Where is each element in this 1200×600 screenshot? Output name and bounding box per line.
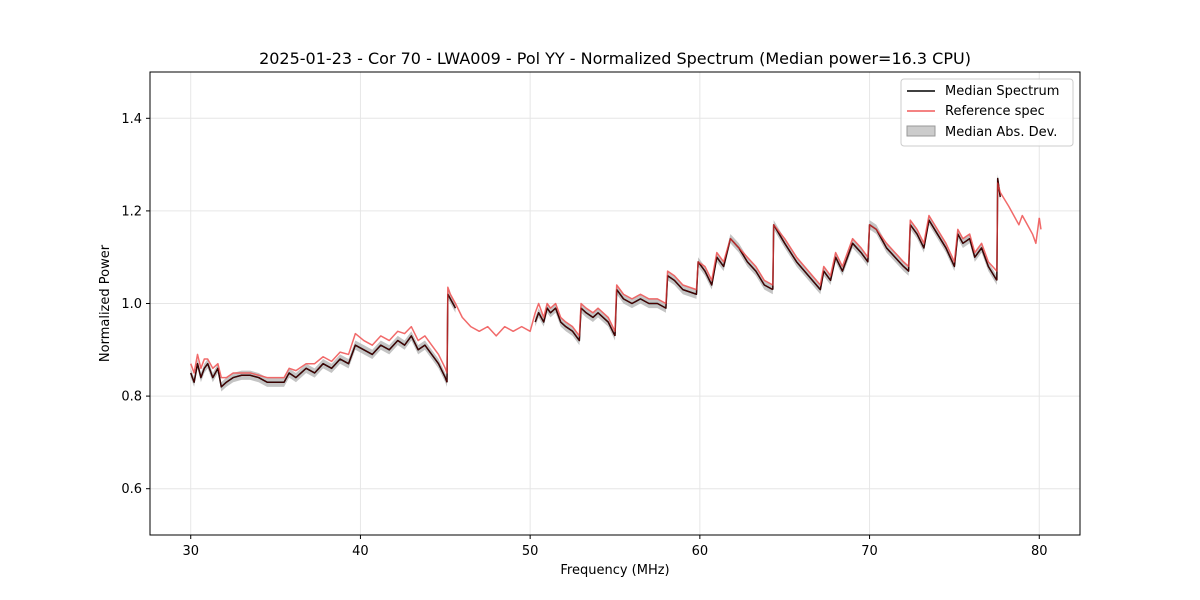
reference-spectrum-line	[1038, 217, 1042, 230]
median-overlap-line	[772, 219, 998, 291]
series-layer	[190, 177, 1042, 388]
x-tick-label: 30	[182, 544, 199, 559]
legend-box	[900, 78, 1074, 147]
median-overlap-line	[614, 238, 774, 336]
x-tick-label: 70	[861, 544, 878, 559]
legend-median-label: Median Spectrum	[945, 84, 1059, 99]
x-tick-label: 80	[1031, 544, 1048, 559]
legend: Median Spectrum Reference spec Median Ab…	[900, 78, 1074, 147]
legend-mad-swatch	[906, 125, 936, 137]
x-tick-label: 60	[692, 544, 709, 559]
y-tick-label: 1.0	[121, 297, 142, 312]
x-tick-label: 50	[522, 544, 539, 559]
y-tick-label: 1.4	[121, 112, 142, 127]
x-tick-label: 40	[352, 544, 369, 559]
y-tick-label: 0.6	[121, 482, 142, 497]
legend-mad-label: Median Abs. Dev.	[945, 125, 1057, 140]
reference-spectrum-line	[190, 182, 1041, 379]
median-overlap-line	[190, 335, 448, 388]
y-tick-label: 1.2	[121, 204, 142, 219]
legend-reference-label: Reference spec	[945, 104, 1045, 119]
median-overlap-line	[996, 177, 1001, 281]
y-tick-label: 0.8	[121, 390, 142, 405]
mad-band	[535, 303, 615, 346]
x-axis-label: Frequency (MHz)	[560, 563, 669, 578]
chart-title: 2025-01-23 - Cor 70 - LWA009 - Pol YY - …	[259, 49, 971, 68]
y-axis-label: Normalized Power	[98, 244, 113, 362]
median-overlap-line	[534, 307, 616, 342]
median-overlap-line	[446, 293, 456, 383]
axis-ticks: 30 40 50 60 70 80 0.6 0.8 1.0 1.2 1.4	[121, 112, 1047, 559]
